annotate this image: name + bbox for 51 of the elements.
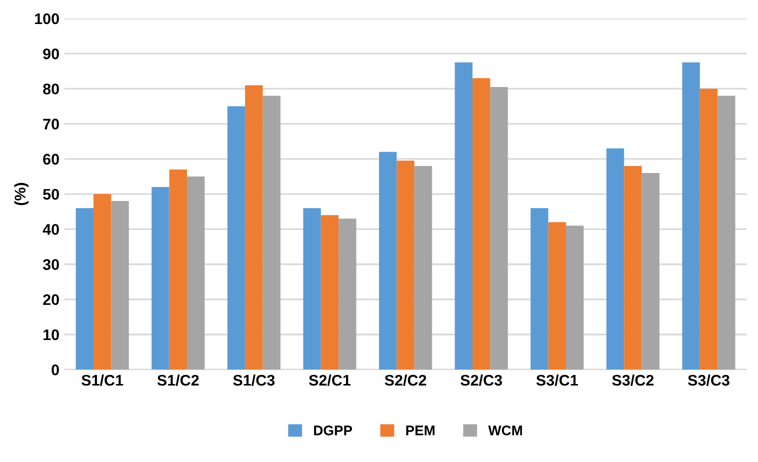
legend-label: WCM: [488, 426, 522, 436]
bar: [414, 166, 432, 370]
bar: [152, 187, 170, 370]
bar: [642, 172, 660, 370]
bar: [320, 215, 339, 370]
bar: [303, 208, 321, 370]
y-tick-label: 0: [52, 364, 59, 376]
bar: [530, 208, 548, 370]
bar: [111, 201, 129, 370]
y-axis-title: (%): [14, 182, 29, 206]
bar: [227, 106, 246, 370]
bar: [548, 222, 566, 370]
bar: [606, 148, 624, 370]
x-tick-label: S1/C2: [157, 374, 199, 386]
bar: [76, 208, 94, 370]
y-tick-label: 20: [43, 294, 59, 306]
x-tick-label: S2/C1: [308, 374, 351, 386]
bar: [262, 96, 280, 370]
bar: [379, 152, 397, 370]
y-tick-label: 50: [43, 188, 59, 200]
bar: [454, 62, 472, 370]
x-tick-label: S3/C1: [536, 374, 578, 386]
bar: [245, 85, 263, 370]
x-tick-label: S3/C3: [688, 374, 730, 386]
x-tick-label: S3/C2: [612, 374, 654, 386]
y-tick-label: 80: [43, 84, 59, 94]
y-tick-label: 70: [43, 118, 59, 130]
bar: [93, 194, 112, 370]
bar: [566, 226, 584, 370]
bar: [624, 166, 642, 370]
y-tick-label: 40: [42, 224, 59, 235]
bar: [718, 96, 736, 370]
y-tick-label: 90: [43, 48, 59, 60]
y-tick-label: 100: [35, 13, 59, 24]
bar: [169, 169, 187, 370]
bar: [700, 88, 718, 370]
legend-label: DGPP: [314, 426, 352, 436]
bar: [682, 62, 700, 370]
y-tick-label: 10: [44, 329, 59, 340]
x-tick-label: S1/C1: [82, 374, 124, 386]
legend-label: PEM: [406, 426, 434, 436]
bar: [186, 176, 205, 370]
x-tick-label: S2/C2: [384, 374, 426, 386]
x-tick-label: S1/C3: [233, 374, 275, 386]
bar: [490, 86, 508, 370]
bar: [396, 160, 414, 370]
bar: [338, 218, 356, 370]
bar: [472, 78, 490, 370]
y-tick-label: 60: [43, 154, 59, 165]
y-tick-label: 30: [42, 259, 59, 270]
x-tick-label: S2/C3: [460, 374, 502, 386]
